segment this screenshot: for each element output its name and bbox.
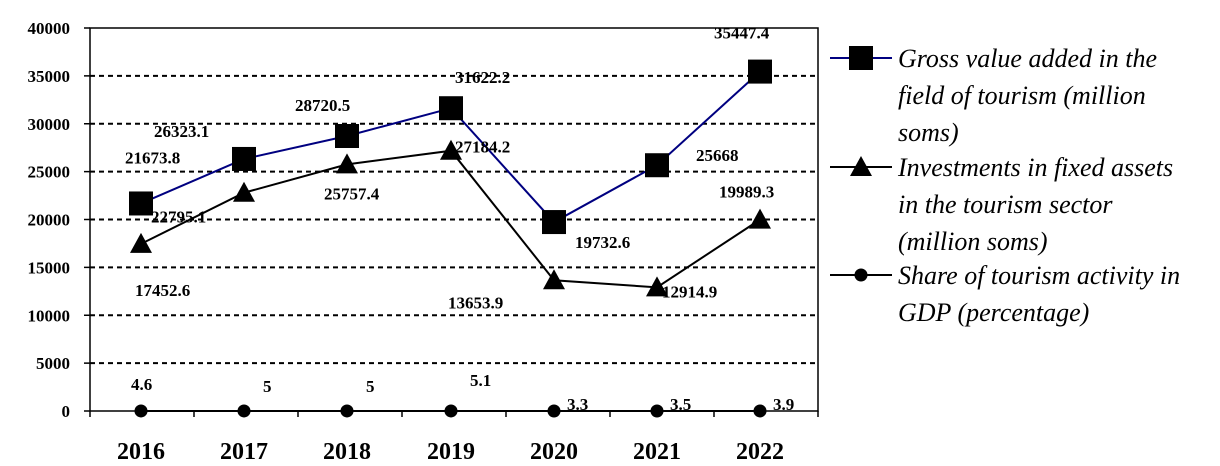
- square-marker: [232, 146, 256, 171]
- triangle-marker: [233, 181, 255, 202]
- triangle-marker: [440, 139, 462, 160]
- data-label: 35447.4: [714, 24, 770, 43]
- series-group: [129, 59, 772, 418]
- data-label: 5: [263, 377, 272, 396]
- y-tick-label: 40000: [28, 19, 71, 38]
- triangle-marker: [336, 153, 358, 174]
- data-label: 12914.9: [662, 282, 717, 301]
- y-tick-label: 10000: [28, 306, 71, 325]
- square-marker: [748, 59, 772, 84]
- y-tick-label: 0: [62, 402, 71, 421]
- square-marker: [335, 124, 359, 149]
- circle-marker: [134, 404, 148, 418]
- legend: Gross value added in the field of tourism…: [830, 44, 1180, 327]
- y-tick-label: 35000: [28, 67, 71, 86]
- legend-label: field of tourism (million: [898, 81, 1146, 110]
- legend-label: Gross value added in the: [898, 44, 1157, 73]
- x-tick-label: 2022: [736, 439, 784, 465]
- y-tick-label: 5000: [36, 354, 70, 373]
- y-tick-label: 20000: [28, 211, 71, 230]
- circle-marker: [547, 404, 561, 418]
- legend-label: GDP (percentage): [898, 298, 1089, 327]
- data-label: 22795.1: [151, 208, 206, 227]
- data-label: 27184.2: [455, 138, 510, 157]
- legend-label: in the tourism sector: [898, 190, 1113, 219]
- legend-entry-triangle: Investments in fixed assets in the touris…: [830, 153, 1173, 256]
- legend-label: Investments in fixed assets: [897, 153, 1173, 182]
- data-label: 5.1: [470, 371, 491, 390]
- data-label: 5: [366, 377, 375, 396]
- data-label: 21673.8: [125, 148, 180, 167]
- data-label: 3.3: [567, 395, 588, 414]
- data-labels: 21673.8 26323.1 28720.5 31622.2 19732.6 25668…: [125, 24, 794, 414]
- x-tick-label: 2016: [117, 439, 165, 465]
- triangle-marker: [130, 232, 152, 253]
- legend-label: (million soms): [898, 227, 1048, 256]
- circle-marker: [753, 404, 767, 418]
- circle-marker: [340, 404, 354, 418]
- data-label: 31622.2: [455, 68, 510, 87]
- series-triangle: [130, 139, 771, 297]
- data-label: 26323.1: [154, 122, 209, 141]
- circle-marker: [444, 404, 458, 418]
- series-square: [129, 59, 772, 235]
- data-label: 19732.6: [575, 233, 630, 252]
- legend-entry-circle: Share of tourism activity in GDP (percent…: [830, 261, 1180, 327]
- triangle-marker: [646, 276, 668, 297]
- data-label: 25757.4: [324, 184, 380, 203]
- y-tick-label: 15000: [28, 258, 71, 277]
- y-tick-label: 25000: [28, 163, 71, 182]
- data-label: 28720.5: [295, 96, 350, 115]
- data-label: 3.5: [670, 395, 691, 414]
- data-label: 13653.9: [448, 293, 503, 312]
- square-marker: [645, 153, 669, 178]
- x-tick-label: 2017: [220, 439, 268, 465]
- square-marker: [542, 210, 566, 235]
- data-label: 3.9: [773, 395, 794, 414]
- data-label: 17452.6: [135, 281, 190, 300]
- x-tick-label: 2018: [323, 439, 371, 465]
- y-tick-label: 30000: [28, 115, 71, 134]
- circle-marker: [650, 404, 664, 418]
- legend-circle-icon: [854, 268, 868, 282]
- series-circle: [134, 404, 767, 418]
- data-label: 4.6: [131, 375, 152, 394]
- triangle-marker: [749, 208, 771, 229]
- legend-triangle-icon: [850, 156, 872, 176]
- legend-entry-square: Gross value added in the field of tourism…: [830, 44, 1157, 147]
- gridlines: [90, 74, 818, 365]
- legend-label: Share of tourism activity in: [898, 261, 1180, 290]
- legend-square-icon: [849, 46, 873, 70]
- y-axis: 0 5000 10000 15000 20000 25000 30000 35000 40000: [28, 19, 90, 421]
- square-marker: [129, 191, 153, 216]
- data-label: 25668: [696, 146, 739, 165]
- circle-marker: [237, 404, 251, 418]
- triangle-marker: [543, 269, 565, 290]
- square-marker: [439, 96, 463, 121]
- data-label: 19989.3: [719, 183, 774, 202]
- x-axis: 2016 2017 2018 2019 2020 2021 2022: [89, 411, 819, 465]
- x-tick-label: 2019: [427, 439, 475, 465]
- legend-label: soms): [898, 118, 959, 147]
- x-tick-label: 2020: [530, 439, 578, 465]
- x-tick-label: 2021: [633, 439, 681, 465]
